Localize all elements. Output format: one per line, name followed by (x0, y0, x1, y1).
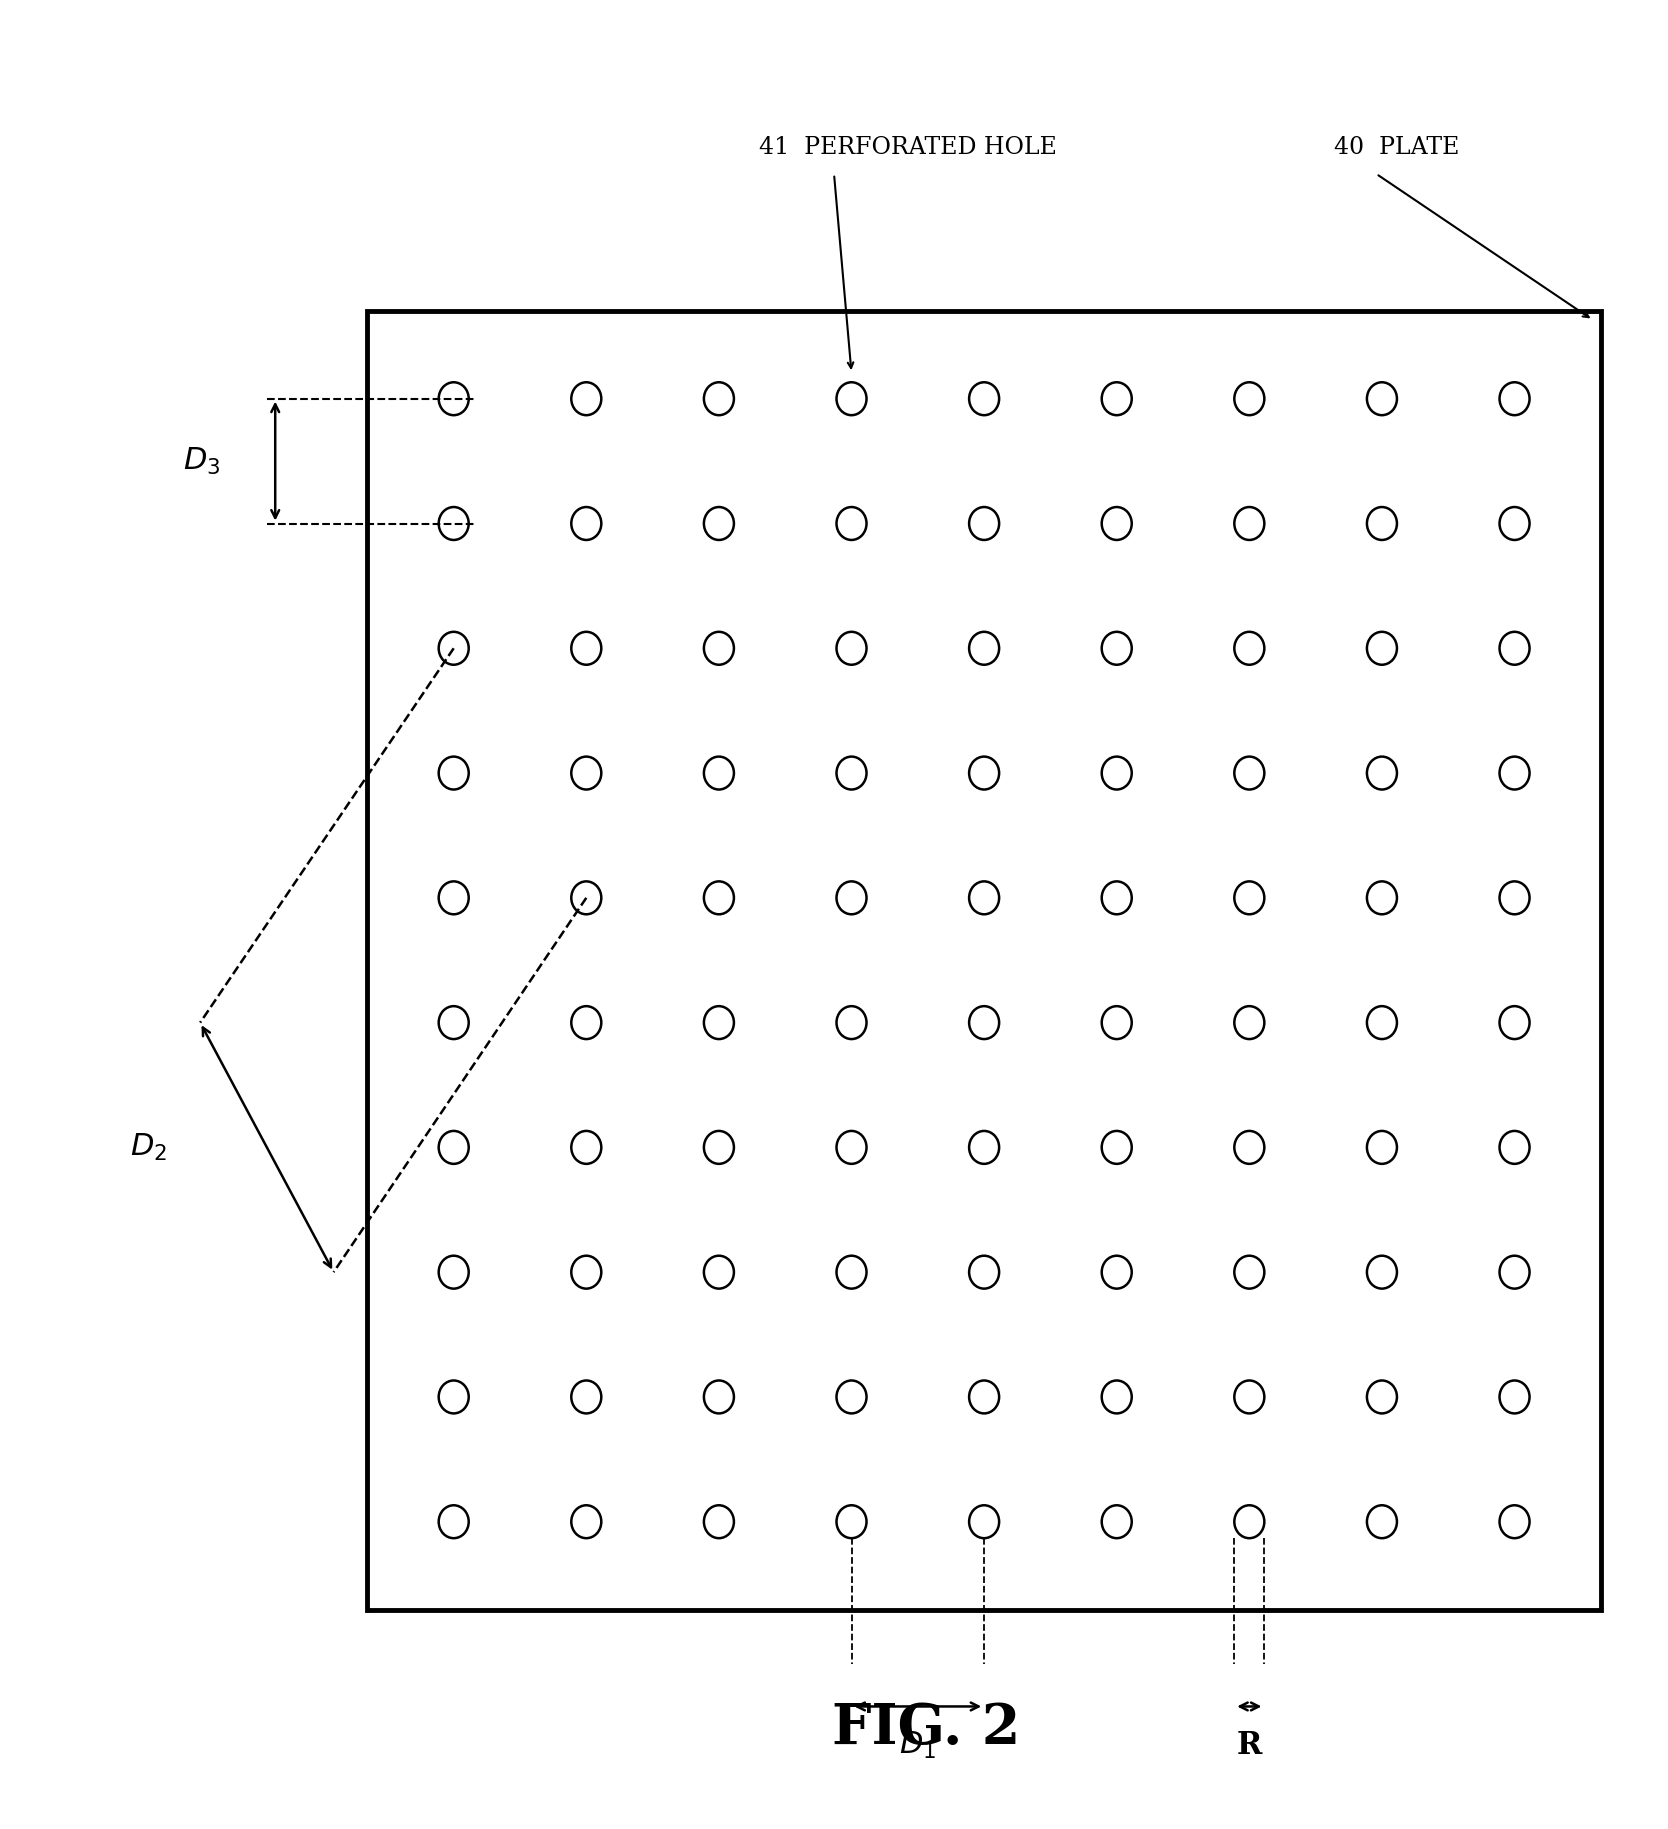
Circle shape (1234, 1006, 1264, 1039)
Circle shape (969, 1130, 999, 1163)
Circle shape (1366, 1130, 1396, 1163)
Circle shape (439, 1257, 469, 1289)
Circle shape (836, 631, 866, 664)
Circle shape (836, 1006, 866, 1039)
Circle shape (1101, 1257, 1131, 1289)
Circle shape (570, 757, 600, 790)
Circle shape (1500, 507, 1530, 540)
Circle shape (1500, 382, 1530, 415)
Circle shape (570, 382, 600, 415)
Circle shape (1234, 1257, 1264, 1289)
Circle shape (836, 1505, 866, 1538)
Circle shape (704, 507, 734, 540)
Text: 40  PLATE: 40 PLATE (1334, 135, 1460, 159)
Bar (367, 311, 1601, 1610)
Circle shape (704, 1257, 734, 1289)
Circle shape (570, 1505, 600, 1538)
Circle shape (836, 1257, 866, 1289)
Circle shape (704, 882, 734, 914)
Circle shape (439, 1130, 469, 1163)
Circle shape (969, 757, 999, 790)
Text: $D_3$: $D_3$ (183, 446, 220, 477)
Circle shape (439, 507, 469, 540)
Circle shape (1101, 882, 1131, 914)
Circle shape (836, 1130, 866, 1163)
Circle shape (704, 1505, 734, 1538)
Circle shape (836, 382, 866, 415)
Circle shape (836, 507, 866, 540)
Circle shape (1234, 507, 1264, 540)
Circle shape (969, 1257, 999, 1289)
Circle shape (1366, 1257, 1396, 1289)
Circle shape (439, 631, 469, 664)
Circle shape (704, 631, 734, 664)
Circle shape (1500, 1381, 1530, 1414)
Circle shape (439, 757, 469, 790)
Circle shape (836, 882, 866, 914)
Circle shape (439, 382, 469, 415)
Circle shape (439, 1505, 469, 1538)
Circle shape (1101, 1006, 1131, 1039)
Circle shape (1366, 1381, 1396, 1414)
Circle shape (1366, 631, 1396, 664)
Text: 41  PERFORATED HOLE: 41 PERFORATED HOLE (759, 135, 1058, 159)
Circle shape (570, 507, 600, 540)
Circle shape (439, 1006, 469, 1039)
Circle shape (969, 882, 999, 914)
Circle shape (704, 1006, 734, 1039)
Circle shape (570, 882, 600, 914)
Circle shape (1500, 1130, 1530, 1163)
Circle shape (969, 1381, 999, 1414)
Circle shape (836, 757, 866, 790)
Circle shape (836, 1381, 866, 1414)
Circle shape (1366, 1505, 1396, 1538)
Circle shape (1101, 507, 1131, 540)
Text: $D_2$: $D_2$ (130, 1132, 167, 1163)
Circle shape (969, 382, 999, 415)
Circle shape (1500, 1505, 1530, 1538)
Circle shape (1234, 882, 1264, 914)
Circle shape (570, 1006, 600, 1039)
Circle shape (704, 1130, 734, 1163)
Circle shape (570, 1381, 600, 1414)
Circle shape (1366, 507, 1396, 540)
Circle shape (1101, 757, 1131, 790)
Circle shape (1500, 631, 1530, 664)
Circle shape (1234, 757, 1264, 790)
Text: R: R (1236, 1730, 1263, 1761)
Circle shape (1101, 631, 1131, 664)
Text: $D_1$: $D_1$ (899, 1730, 936, 1761)
Circle shape (570, 1130, 600, 1163)
Circle shape (1101, 1505, 1131, 1538)
Text: FIG. 2: FIG. 2 (832, 1701, 1019, 1756)
Circle shape (969, 507, 999, 540)
Circle shape (1500, 1257, 1530, 1289)
Circle shape (1234, 1505, 1264, 1538)
Circle shape (704, 757, 734, 790)
Circle shape (1500, 882, 1530, 914)
Circle shape (570, 1257, 600, 1289)
Circle shape (1500, 1006, 1530, 1039)
Circle shape (704, 382, 734, 415)
Circle shape (1101, 382, 1131, 415)
Circle shape (1366, 1006, 1396, 1039)
Circle shape (1366, 757, 1396, 790)
Circle shape (1500, 757, 1530, 790)
Circle shape (704, 1381, 734, 1414)
Circle shape (1234, 382, 1264, 415)
Circle shape (969, 1006, 999, 1039)
Circle shape (439, 882, 469, 914)
Circle shape (969, 631, 999, 664)
Circle shape (969, 1505, 999, 1538)
Circle shape (439, 1381, 469, 1414)
Circle shape (1101, 1130, 1131, 1163)
Circle shape (1366, 382, 1396, 415)
Circle shape (570, 631, 600, 664)
Circle shape (1366, 882, 1396, 914)
Circle shape (1234, 1381, 1264, 1414)
Circle shape (1234, 1130, 1264, 1163)
Circle shape (1234, 631, 1264, 664)
Circle shape (1101, 1381, 1131, 1414)
